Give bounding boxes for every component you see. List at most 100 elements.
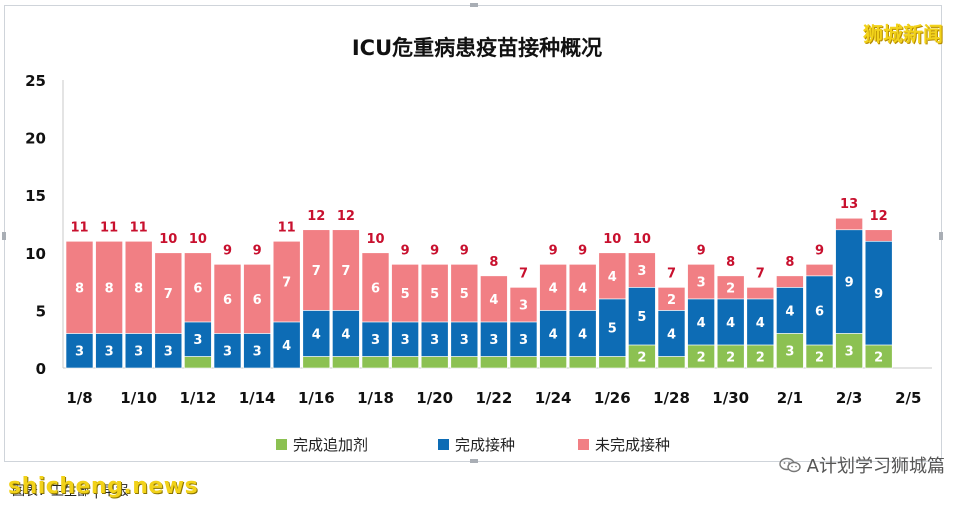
bar-segment [420, 264, 449, 323]
total-label: 9 [697, 243, 706, 258]
segment-label: 8 [134, 281, 143, 296]
segment-label: 3 [637, 264, 646, 279]
segment-label: 2 [874, 350, 883, 365]
bar-segment [509, 287, 538, 323]
total-label: 9 [815, 243, 824, 258]
bar-segment [746, 298, 775, 346]
bar-segment [657, 356, 686, 369]
bar-segment [361, 252, 390, 323]
bar-segment [124, 240, 153, 334]
total-label: 9 [578, 243, 587, 258]
bar-segment [272, 321, 301, 369]
segment-label: 6 [253, 293, 262, 308]
total-label: 7 [519, 266, 528, 281]
bar-segment [568, 310, 597, 357]
bar-segment [420, 356, 449, 369]
watermark-top: 狮城新闻 [863, 22, 943, 46]
total-label: 9 [401, 243, 410, 258]
bars [65, 217, 893, 369]
bar-segment [332, 356, 360, 369]
segment-label: 4 [726, 316, 735, 331]
total-label: 11 [100, 220, 118, 235]
total-label: 9 [460, 243, 469, 258]
bar-segment [568, 356, 597, 369]
total-label: 10 [366, 232, 384, 247]
segment-label: 4 [489, 293, 498, 308]
bar-segment [243, 264, 271, 334]
segment-label: 8 [105, 281, 114, 296]
bar-segment [391, 321, 419, 357]
bar-segment [480, 356, 508, 369]
segment-label: 9 [845, 276, 854, 291]
legend-label: 未完成接种 [595, 436, 670, 454]
bar-segment [302, 229, 331, 311]
segment-label: 2 [756, 350, 765, 365]
resize-handle-left[interactable] [2, 232, 6, 240]
resize-handle-right[interactable] [939, 232, 943, 240]
bar-segment [598, 356, 627, 369]
total-label: 9 [253, 243, 262, 258]
bar-segment [687, 264, 715, 300]
segment-label: 7 [164, 287, 173, 302]
x-tick-label: 1/8 [66, 389, 92, 407]
y-tick-label: 10 [25, 245, 46, 263]
total-label: 9 [430, 243, 439, 258]
wechat-label: A计划学习狮城篇 [806, 456, 945, 477]
segment-label: 4 [667, 327, 676, 342]
wechat-icon [778, 457, 801, 473]
bar-segment [805, 275, 834, 346]
bar-segment [716, 298, 745, 346]
bar-segment [213, 333, 242, 369]
wechat-account: A计划学习狮城篇 [778, 452, 945, 478]
total-label: 8 [489, 255, 498, 270]
total-label: 8 [785, 255, 794, 270]
bar-segment [213, 264, 242, 334]
total-label: 10 [159, 232, 177, 247]
total-label: 12 [307, 209, 325, 224]
bar-segment [657, 287, 686, 311]
segment-label: 3 [253, 345, 262, 360]
segment-label: 4 [549, 281, 558, 296]
segment-label: 2 [726, 281, 735, 296]
segment-label: 7 [341, 264, 350, 279]
segment-label: 5 [460, 287, 469, 302]
total-label: 7 [756, 266, 765, 281]
bar-segment [184, 321, 212, 357]
bar-segment [154, 252, 183, 334]
legend: 完成追加剂 完成接种 未完成接种 [276, 436, 670, 454]
bar-segment [272, 240, 301, 323]
segment-label: 3 [75, 345, 84, 360]
bar-segment [95, 240, 123, 334]
segment-label: 3 [489, 333, 498, 348]
bar-segment [598, 252, 627, 300]
segment-label: 7 [282, 276, 291, 291]
bar-segment [509, 356, 538, 369]
x-tick-label: 1/28 [653, 389, 690, 407]
segment-label: 4 [341, 327, 350, 342]
resize-handle-bottom[interactable] [470, 459, 478, 463]
segment-label: 9 [874, 287, 883, 302]
bar-segment [420, 321, 449, 357]
data-labels: 3 8 11 3 8 11 3 8 11 3 7 10 3 6 10 3 6 9 3 6 9 4 7 11 4 7 12 4 7 12 3 6… [70, 197, 887, 365]
segment-label: 6 [371, 281, 380, 296]
bar-segment [628, 252, 656, 288]
y-tick-label: 5 [36, 302, 46, 320]
bar-segment [450, 264, 479, 323]
segment-label: 6 [815, 304, 824, 319]
bar-segment [391, 356, 419, 369]
total-label: 11 [278, 220, 296, 235]
x-tick-label: 2/1 [777, 389, 803, 407]
segment-label: 3 [519, 299, 528, 314]
resize-handle-top[interactable] [470, 3, 478, 7]
x-tick-label: 1/24 [535, 389, 572, 407]
segment-label: 8 [75, 281, 84, 296]
segment-label: 3 [223, 345, 232, 360]
bar-segment [657, 310, 686, 357]
total-label: 12 [337, 209, 355, 224]
segment-label: 3 [105, 345, 114, 360]
legend-swatch [578, 439, 589, 450]
bar-segment [864, 229, 893, 242]
segment-label: 7 [312, 264, 321, 279]
bar-segment [450, 321, 479, 357]
